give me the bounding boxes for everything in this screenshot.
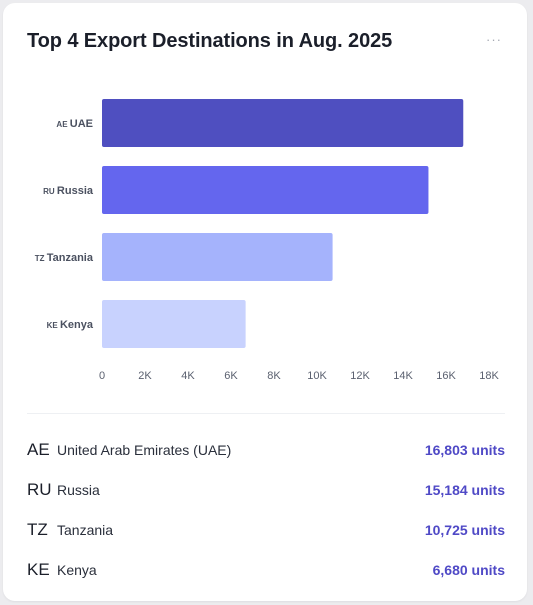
bar[interactable] [102, 300, 246, 348]
x-tick-label: 14K [393, 370, 413, 382]
bar[interactable] [102, 99, 464, 147]
country-name: United Arab Emirates (UAE) [57, 442, 232, 458]
list-item: TZ Tanzania 10,725 units [27, 510, 505, 550]
x-tick-label: 10K [307, 370, 327, 382]
country-code: KE [27, 560, 50, 579]
destination-list: AE United Arab Emirates (UAE) 16,803 units… [27, 430, 505, 590]
x-tick-label: 4K [181, 370, 195, 382]
export-value: 10,725 units [424, 522, 505, 538]
country-code: TZ [27, 520, 48, 539]
list-item: AE United Arab Emirates (UAE) 16,803 units [27, 430, 505, 470]
country-name: Kenya [57, 562, 97, 578]
x-tick-label: 12K [350, 370, 370, 382]
list-item: KE Kenya 6,680 units [27, 550, 505, 590]
category-label: AE UAE [56, 118, 93, 130]
x-tick-label: 2K [138, 370, 152, 382]
bar[interactable] [102, 233, 333, 281]
x-tick-label: 18K [479, 370, 499, 382]
country-name: Tanzania [57, 522, 114, 538]
more-options-icon[interactable]: ··· [486, 32, 502, 47]
country-name: Russia [57, 482, 100, 498]
bar[interactable] [102, 166, 429, 214]
category-label: RU Russia [43, 185, 94, 197]
x-tick-label: 6K [224, 370, 238, 382]
bar-chart: AE UAE RU Russia TZ Tanzania KE Kenya 0 2K 4K 6… [35, 99, 499, 382]
x-tick-label: 0 [99, 370, 105, 382]
x-tick-label: 8K [267, 370, 281, 382]
export-value: 15,184 units [424, 482, 505, 498]
country-code: AE [27, 440, 50, 459]
card-title: Top 4 Export Destinations in Aug. 2025 [27, 30, 393, 52]
category-label: TZ Tanzania [35, 252, 94, 264]
country-code: RU [27, 480, 52, 499]
category-label: KE Kenya [47, 319, 94, 331]
export-destinations-card: Top 4 Export Destinations in Aug. 2025 ·… [3, 3, 527, 601]
export-value: 16,803 units [424, 442, 505, 458]
list-item: RU Russia 15,184 units [27, 470, 505, 510]
x-tick-label: 16K [436, 370, 456, 382]
divider [27, 413, 505, 414]
export-value: 6,680 units [432, 562, 505, 578]
